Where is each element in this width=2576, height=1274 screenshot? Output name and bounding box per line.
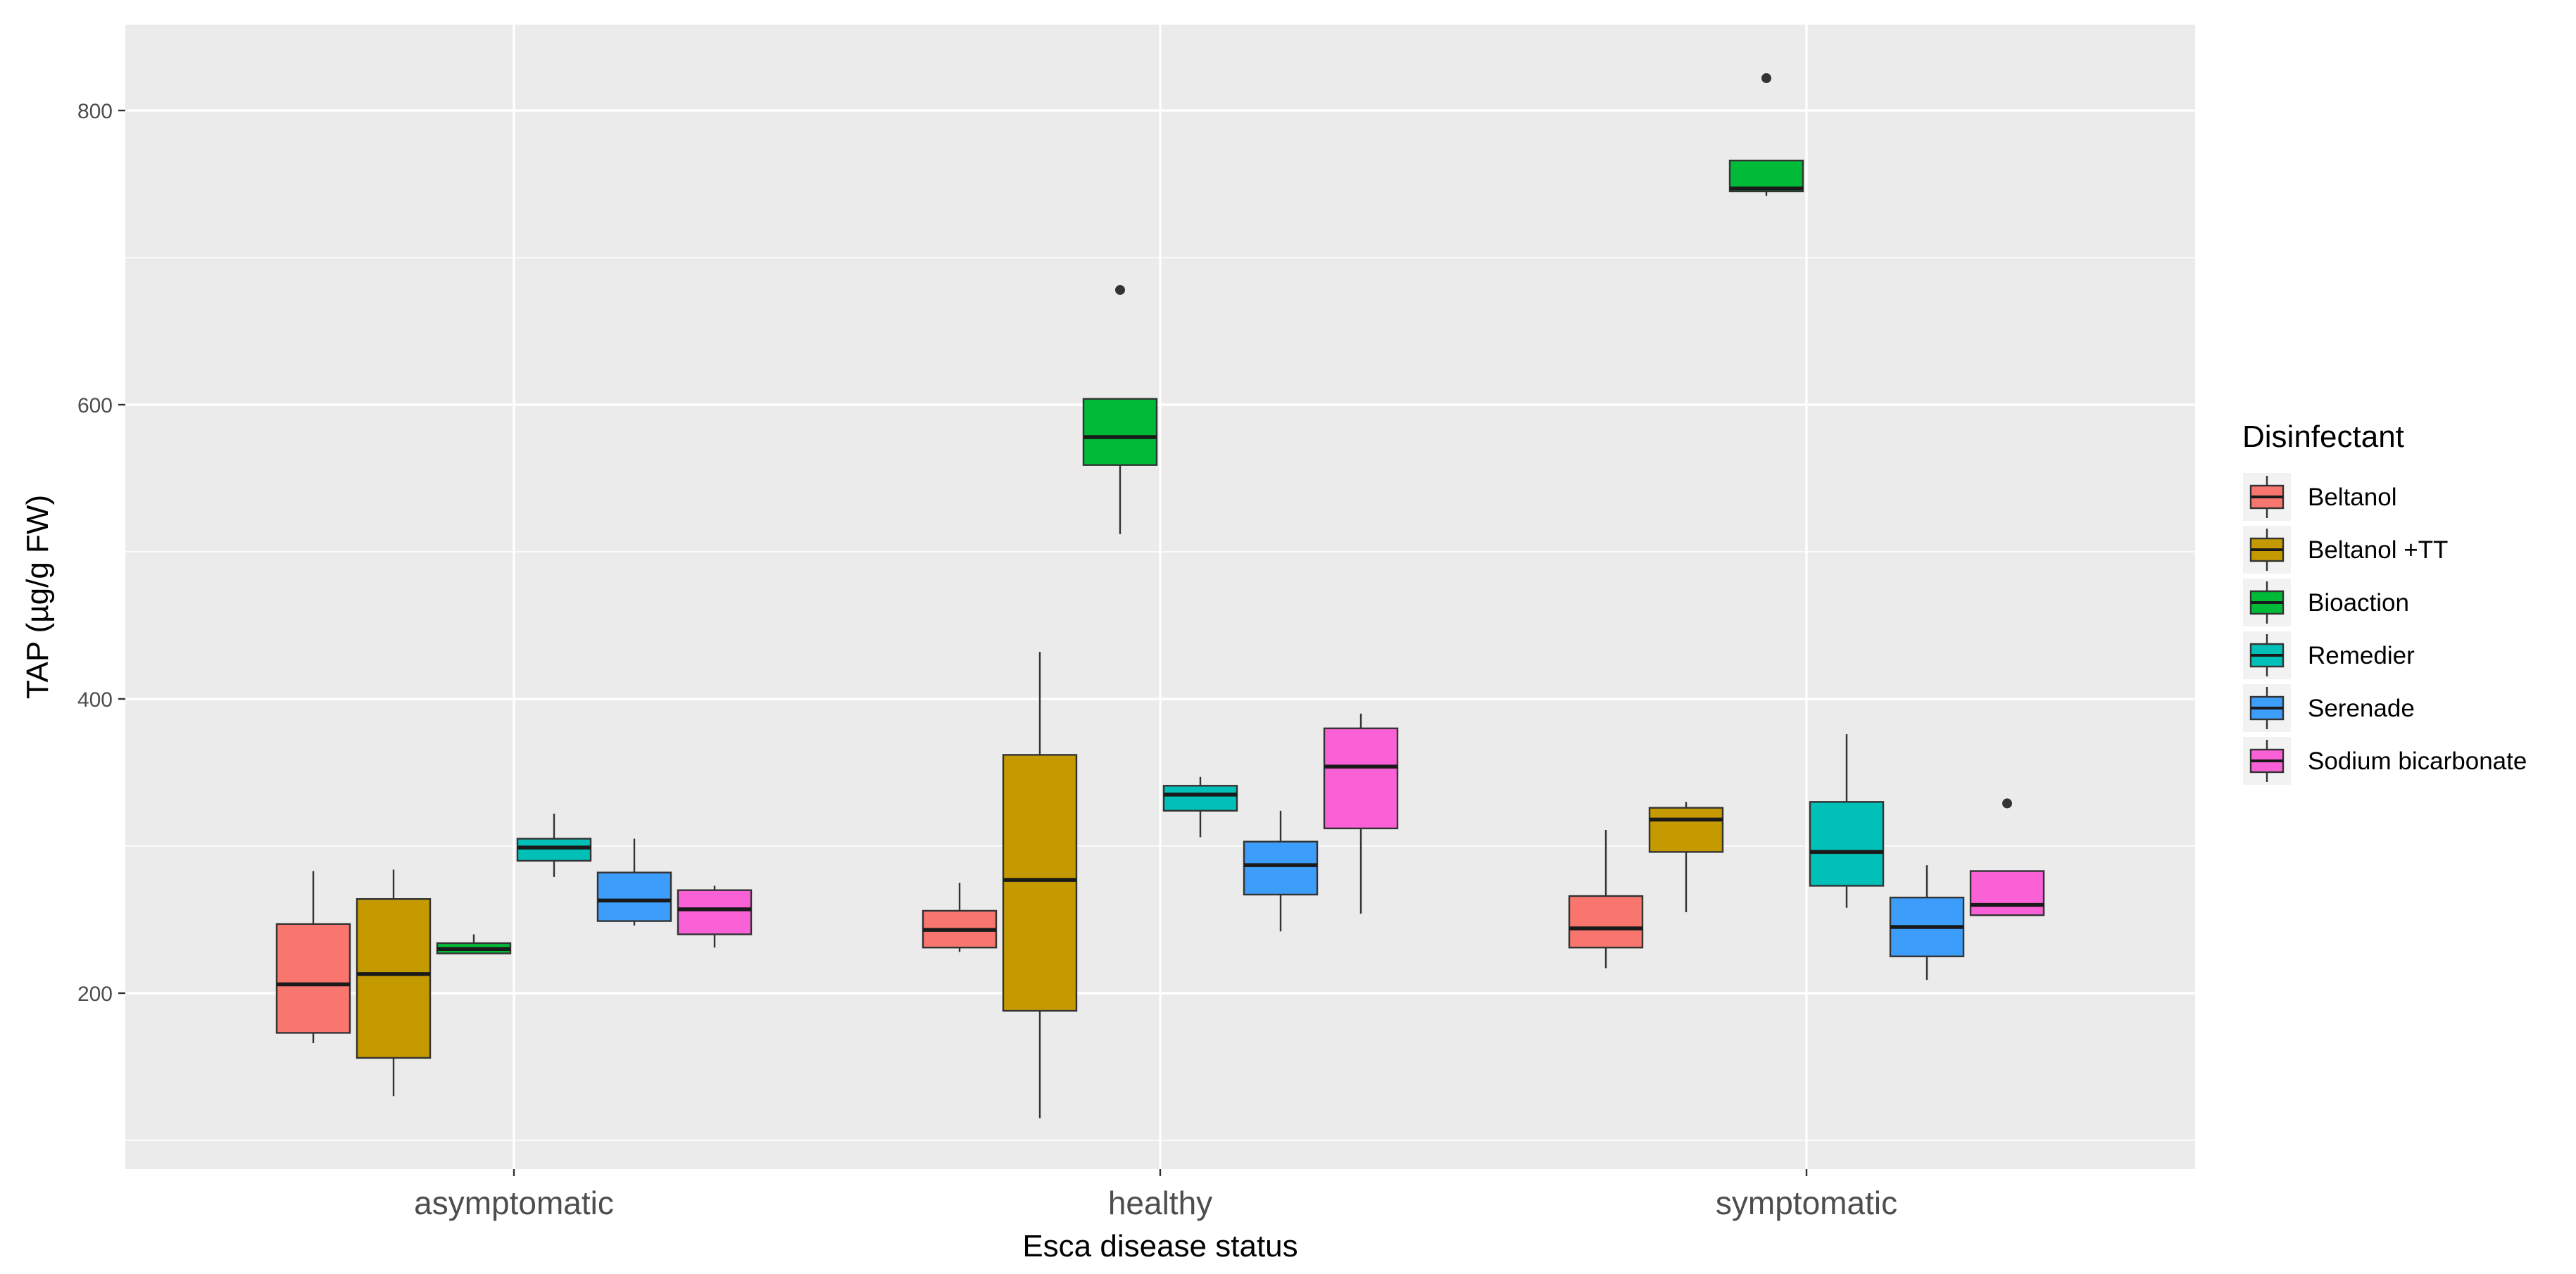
box-sodium-bicarbonate-symptomatic xyxy=(1969,798,2045,916)
box-series xyxy=(275,73,2045,1118)
box-bioaction-healthy xyxy=(1082,284,1158,534)
legend-title: Disinfectant xyxy=(2242,420,2404,454)
iqr-box xyxy=(677,889,753,935)
x-tick-label-healthy: healthy xyxy=(1108,1185,1212,1221)
legend-item-beltanol-tt: Beltanol +TT xyxy=(2243,526,2448,574)
iqr-box xyxy=(1162,785,1238,812)
iqr-box xyxy=(1323,727,1399,830)
y-tick-label: 800 xyxy=(77,100,113,123)
iqr-box xyxy=(1809,801,1885,887)
iqr-box xyxy=(1648,807,1724,853)
box-beltanol-tt-asymptomatic xyxy=(356,869,432,1097)
box-serenade-healthy xyxy=(1243,810,1319,932)
iqr-box xyxy=(1002,754,1078,1012)
x-tick-label-asymptomatic: asymptomatic xyxy=(414,1185,614,1221)
iqr-box xyxy=(596,871,672,922)
iqr-box xyxy=(516,838,592,862)
iqr-box xyxy=(1082,398,1158,466)
legend-label: Beltanol +TT xyxy=(2308,536,2448,564)
box-beltanol-tt-healthy xyxy=(1002,652,1078,1118)
legend: Disinfectant Beltanol Beltanol +TT Bioacti… xyxy=(2242,420,2527,785)
y-axis-ticks: 200 400 600 800 xyxy=(77,100,125,1006)
legend-label: Serenade xyxy=(2308,695,2415,722)
legend-item-sodium-bicarbonate: Sodium bicarbonate xyxy=(2243,737,2527,785)
grid-lines xyxy=(125,25,2195,1169)
legend-label: Sodium bicarbonate xyxy=(2308,748,2527,775)
legend-item-remedier: Remedier xyxy=(2243,631,2415,679)
box-bioaction-symptomatic xyxy=(1728,73,1804,196)
legend-item-serenade: Serenade xyxy=(2243,684,2415,732)
legend-item-beltanol: Beltanol xyxy=(2243,473,2396,521)
box-remedier-asymptomatic xyxy=(516,814,592,877)
iqr-box xyxy=(1568,895,1644,949)
x-axis-ticks: asymptomatic healthy symptomatic xyxy=(414,1169,1897,1221)
box-beltanol-asymptomatic xyxy=(275,871,351,1044)
legend-label: Beltanol xyxy=(2308,484,2396,511)
legend-label: Remedier xyxy=(2308,642,2415,669)
y-axis-title: TAP (µg/g FW) xyxy=(20,495,55,699)
box-remedier-symptomatic xyxy=(1809,734,1885,908)
y-tick-label: 600 xyxy=(77,394,113,417)
iqr-box xyxy=(1243,840,1319,896)
box-beltanol-tt-symptomatic xyxy=(1648,802,1724,913)
box-bioaction-asymptomatic xyxy=(436,934,512,954)
iqr-box xyxy=(356,898,432,1059)
box-beltanol-symptomatic xyxy=(1568,830,1644,969)
box-remedier-healthy xyxy=(1162,776,1238,838)
legend-item-bioaction: Bioaction xyxy=(2243,579,2409,626)
box-sodium-bicarbonate-healthy xyxy=(1323,713,1399,914)
box-serenade-asymptomatic xyxy=(596,838,672,926)
box-beltanol-healthy xyxy=(922,883,998,952)
x-axis-title: Esca disease status xyxy=(1022,1229,1298,1263)
box-serenade-symptomatic xyxy=(1889,865,1965,980)
outlier-point xyxy=(2002,798,2012,809)
x-tick-label-symptomatic: symptomatic xyxy=(1716,1185,1897,1221)
iqr-box xyxy=(1969,870,2045,916)
box-sodium-bicarbonate-asymptomatic xyxy=(677,885,753,948)
outlier-point xyxy=(1115,284,1125,295)
outlier-point xyxy=(1761,73,1771,84)
iqr-box xyxy=(1728,159,1804,193)
iqr-box xyxy=(275,923,351,1034)
y-tick-label: 400 xyxy=(77,688,113,712)
y-tick-label: 200 xyxy=(77,983,113,1006)
legend-label: Bioaction xyxy=(2308,589,2409,617)
